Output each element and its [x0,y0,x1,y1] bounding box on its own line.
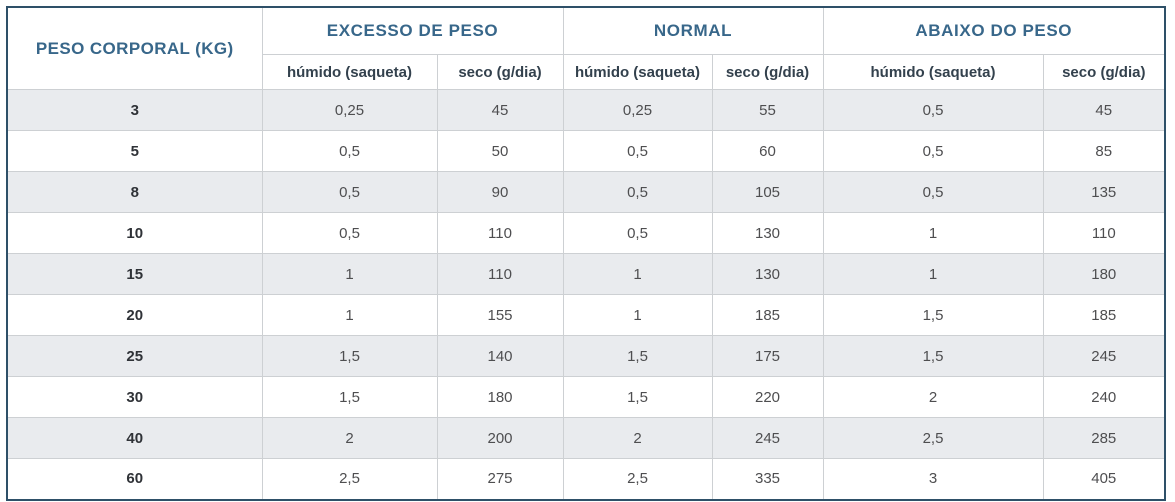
value-cell: 245 [711,417,824,459]
value-cell: 135 [1042,171,1166,213]
table-row: 40 2 200 2 245 2,5 285 [6,417,1166,459]
sub-header-humido-excesso: húmido (saqueta) [261,54,438,90]
value-cell: 0,5 [822,171,1044,213]
value-cell: 175 [711,335,824,377]
weight-cell: 25 [6,335,263,377]
sub-header-row: húmido (saqueta) seco (g/dia) húmido (sa… [7,54,1166,90]
value-cell: 110 [436,212,564,254]
weight-cell: 20 [6,294,263,336]
value-cell: 0,25 [261,89,438,131]
weight-column-header: PESO CORPORAL (KG) [6,6,263,90]
value-cell: 180 [1042,253,1166,295]
table-row: 8 0,5 90 0,5 105 0,5 135 [6,171,1166,213]
value-cell: 200 [436,417,564,459]
weight-cell: 15 [6,253,263,295]
table-row: 15 1 110 1 130 1 180 [6,253,1166,295]
group-header-normal: NORMAL [562,6,824,55]
weight-cell: 10 [6,212,263,254]
value-cell: 245 [1042,335,1166,377]
weight-cell: 8 [6,171,263,213]
value-cell: 1 [562,294,713,336]
value-cell: 185 [711,294,824,336]
value-cell: 140 [436,335,564,377]
value-cell: 185 [1042,294,1166,336]
value-cell: 55 [711,89,824,131]
value-cell: 1 [822,212,1044,254]
value-cell: 105 [711,171,824,213]
sub-header-seco-excesso: seco (g/dia) [436,54,564,90]
table-row: 20 1 155 1 185 1,5 185 [6,294,1166,336]
value-cell: 0,5 [562,212,713,254]
value-cell: 85 [1042,130,1166,172]
value-cell: 2,5 [261,458,438,500]
value-cell: 90 [436,171,564,213]
group-header-row: PESO CORPORAL (KG) EXCESSO DE PESO NORMA… [6,6,1166,90]
value-cell: 0,5 [261,171,438,213]
value-cell: 130 [711,253,824,295]
value-cell: 0,5 [562,171,713,213]
value-cell: 1,5 [822,335,1044,377]
table-row: 60 2,5 275 2,5 335 3 405 [6,458,1166,500]
weight-cell: 30 [6,376,263,418]
value-cell: 240 [1042,376,1166,418]
table-row: 3 0,25 45 0,25 55 0,5 45 [6,89,1166,131]
value-cell: 285 [1042,417,1166,459]
sub-header-humido-abaixo: húmido (saqueta) [822,54,1044,90]
value-cell: 1 [261,294,438,336]
weight-cell: 5 [6,130,263,172]
group-header-excesso-de-peso: EXCESSO DE PESO [261,6,564,55]
value-cell: 50 [436,130,564,172]
value-cell: 1 [261,253,438,295]
value-cell: 2 [562,417,713,459]
table-row: 10 0,5 110 0,5 130 1 110 [6,212,1166,254]
value-cell: 110 [1042,212,1166,254]
value-cell: 0,5 [261,212,438,254]
value-cell: 405 [1042,458,1166,500]
weight-cell: 60 [6,458,263,500]
value-cell: 220 [711,376,824,418]
value-cell: 275 [436,458,564,500]
value-cell: 45 [436,89,564,131]
value-cell: 45 [1042,89,1166,131]
table-row: 5 0,5 50 0,5 60 0,5 85 [6,130,1166,172]
value-cell: 0,5 [822,130,1044,172]
value-cell: 1,5 [261,376,438,418]
value-cell: 130 [711,212,824,254]
value-cell: 2,5 [562,458,713,500]
value-cell: 155 [436,294,564,336]
value-cell: 60 [711,130,824,172]
weight-cell: 40 [6,417,263,459]
sub-header-seco-normal: seco (g/dia) [711,54,824,90]
sub-header-humido-normal: húmido (saqueta) [562,54,713,90]
value-cell: 1 [562,253,713,295]
value-cell: 3 [822,458,1044,500]
value-cell: 1,5 [562,376,713,418]
table-row: 25 1,5 140 1,5 175 1,5 245 [6,335,1166,377]
value-cell: 0,5 [261,130,438,172]
value-cell: 0,5 [562,130,713,172]
value-cell: 2,5 [822,417,1044,459]
feeding-table: PESO CORPORAL (KG) EXCESSO DE PESO NORMA… [6,6,1167,501]
weight-cell: 3 [6,89,263,131]
value-cell: 335 [711,458,824,500]
table-row: 30 1,5 180 1,5 220 2 240 [6,376,1166,418]
group-header-abaixo-do-peso: ABAIXO DO PESO [822,6,1166,55]
value-cell: 1,5 [822,294,1044,336]
value-cell: 0,25 [562,89,713,131]
sub-header-seco-abaixo: seco (g/dia) [1042,54,1166,90]
value-cell: 0,5 [822,89,1044,131]
value-cell: 1,5 [261,335,438,377]
value-cell: 110 [436,253,564,295]
value-cell: 180 [436,376,564,418]
value-cell: 1,5 [562,335,713,377]
value-cell: 2 [822,376,1044,418]
value-cell: 1 [822,253,1044,295]
value-cell: 2 [261,417,438,459]
